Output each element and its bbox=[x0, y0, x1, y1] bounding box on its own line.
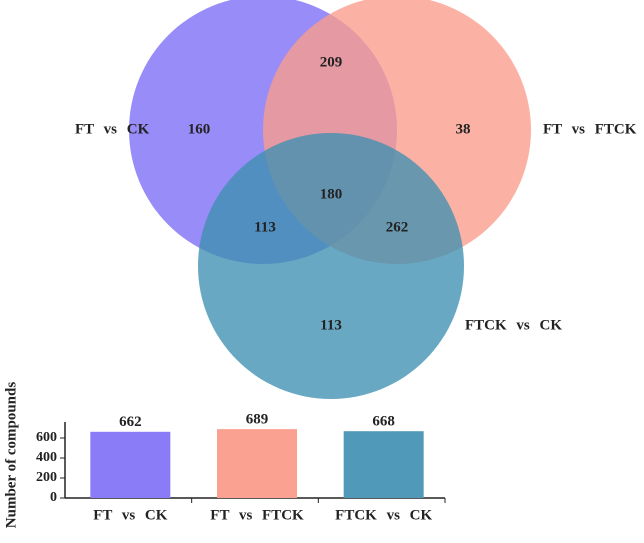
y-axis-title: Number of compounds bbox=[3, 382, 19, 529]
bar bbox=[217, 429, 297, 498]
x-tick-label: FTCK vs CK bbox=[335, 507, 432, 523]
value-label: 668 bbox=[372, 414, 395, 430]
region-count: 209 bbox=[320, 54, 343, 70]
venn-set bbox=[198, 133, 464, 399]
y-tick-label: 600 bbox=[36, 430, 57, 445]
y-tick-label: 0 bbox=[50, 490, 57, 505]
bar bbox=[90, 431, 171, 498]
bar bbox=[343, 431, 424, 498]
region-count: 38 bbox=[456, 121, 471, 137]
set-label: FT vs FTCK bbox=[543, 121, 637, 137]
set-label: FTCK vs CK bbox=[465, 317, 562, 333]
region-count: 180 bbox=[320, 186, 343, 202]
value-label: 662 bbox=[119, 414, 142, 430]
value-label: 689 bbox=[246, 412, 269, 428]
set-label: FT vs CK bbox=[75, 121, 150, 137]
region-count: 160 bbox=[188, 121, 211, 137]
x-tick-label: FT vs FTCK bbox=[210, 507, 304, 523]
region-count: 262 bbox=[386, 219, 409, 235]
region-count: 113 bbox=[320, 317, 342, 333]
region-count: 113 bbox=[254, 219, 276, 235]
y-tick-label: 400 bbox=[36, 450, 57, 465]
y-tick-label: 200 bbox=[36, 470, 57, 485]
x-tick-label: FT vs CK bbox=[93, 507, 168, 523]
